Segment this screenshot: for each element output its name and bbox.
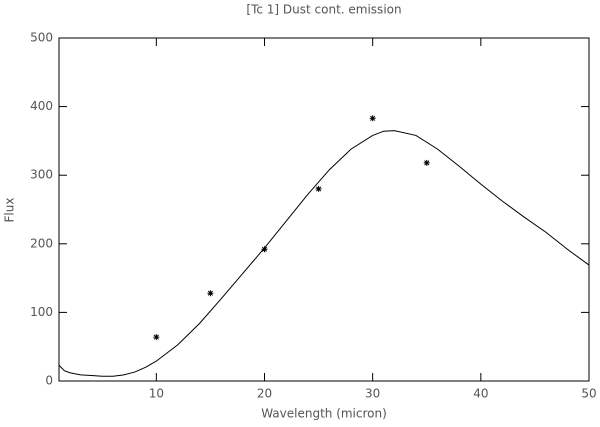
data-point bbox=[423, 159, 430, 166]
x-tick-label: 10 bbox=[149, 387, 164, 401]
y-tick-label: 400 bbox=[30, 99, 53, 113]
x-tick-label: 20 bbox=[257, 387, 272, 401]
y-tick-label: 200 bbox=[30, 236, 53, 250]
data-point bbox=[207, 290, 214, 297]
y-tick-label: 0 bbox=[45, 374, 53, 388]
y-axis-label: Flux bbox=[3, 198, 17, 223]
model-curve bbox=[58, 130, 590, 377]
y-tick-label: 500 bbox=[30, 31, 53, 45]
data-point bbox=[369, 115, 376, 122]
data-point bbox=[153, 334, 160, 341]
x-axis-label: Wavelength (micron) bbox=[261, 407, 387, 421]
y-tick-label: 300 bbox=[30, 168, 53, 182]
x-tick-label: 50 bbox=[581, 387, 596, 401]
y-tick-label: 100 bbox=[30, 305, 53, 319]
data-point bbox=[261, 246, 268, 253]
x-tick-label: 30 bbox=[365, 387, 380, 401]
chart-title: [Tc 1] Dust cont. emission bbox=[246, 3, 401, 17]
x-tick-label: 40 bbox=[473, 387, 488, 401]
plot-frame bbox=[58, 37, 590, 382]
data-point bbox=[315, 185, 322, 192]
